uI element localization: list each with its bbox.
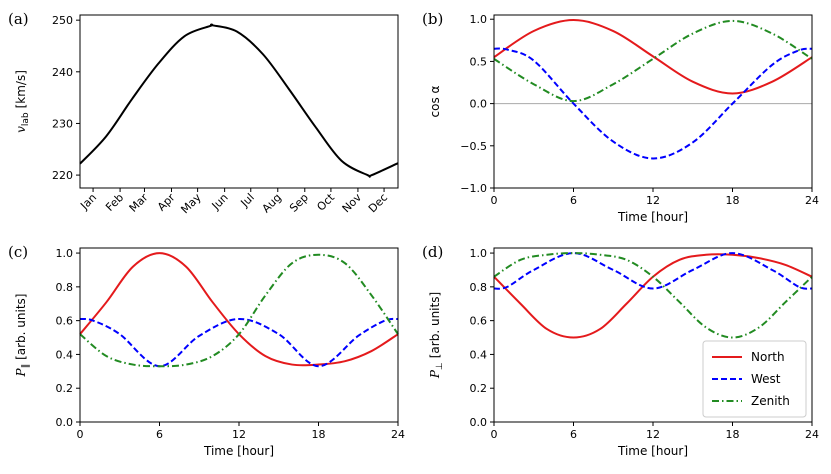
plot-frame [79, 14, 399, 189]
y-tick-label: 0.2 [470, 382, 488, 395]
y-axis-label: P∥ [arb. units] [14, 294, 31, 378]
y-tick-label: 0.0 [470, 416, 488, 429]
x-tick-label: May [178, 191, 204, 217]
west-series-line [493, 47, 813, 160]
y-tick-label: 240 [52, 66, 73, 79]
x-tick-label: Mar [127, 191, 151, 215]
panel-label: (b) [422, 10, 443, 28]
x-tick-label: Nov [340, 191, 365, 216]
x-tick-label: Jun [209, 191, 231, 213]
x-tick-label: 24 [805, 194, 819, 207]
y-tick-label: 0.0 [470, 98, 488, 111]
x-tick-label: 6 [570, 428, 577, 441]
x-axis-label: Time [hour] [203, 444, 274, 458]
y-label-unit: [km/s] [14, 70, 28, 108]
x-tick-label: 12 [232, 428, 246, 441]
y-tick-label: 0.6 [56, 315, 74, 328]
y-label-unit: [arb. units] [14, 294, 28, 360]
x-tick-label: 0 [491, 194, 498, 207]
y-tick-label: 1.0 [470, 247, 488, 260]
y-axis-label: vlab [km/s] [14, 70, 31, 133]
zenith-series-line [493, 19, 813, 103]
x-tick-label: Jul [238, 191, 257, 210]
x-axis-label: Time [hour] [617, 444, 688, 458]
x-tick-label: Apr [155, 191, 178, 214]
y-label-unit: [arb. units] [428, 292, 442, 358]
y-tick-label: 0.8 [470, 281, 488, 294]
panel-label: (a) [8, 10, 29, 28]
x-tick-label: 12 [646, 194, 660, 207]
panel-label: (c) [8, 243, 28, 261]
zenith-series-line [493, 252, 813, 339]
y-tick-label: 0.2 [56, 382, 74, 395]
west-series-line [493, 252, 813, 290]
y-tick-label: −1.0 [460, 182, 487, 195]
panel-label: (d) [422, 243, 443, 261]
y-label-subscript: ∥ [21, 364, 31, 369]
y-tick-label: 0.6 [470, 315, 488, 328]
panel-a: (a) 220 230 240 250 Jan Feb Mar Apr May Jun Jul Aug S… [8, 10, 399, 217]
legend: North West Zenith [702, 340, 807, 418]
x-tick-label: 18 [312, 428, 326, 441]
legend-frame [702, 340, 807, 418]
west-series-line [79, 317, 399, 368]
x-tick-label: Sep [287, 191, 311, 215]
legend-label-west: West [751, 372, 781, 386]
north-series-line [493, 253, 813, 339]
y-tick-label: 0.5 [470, 55, 488, 68]
x-tick-label: 0 [491, 428, 498, 441]
x-tick-label: Dec [366, 191, 390, 215]
y-label-symbol: P [428, 369, 442, 379]
north-series-line [493, 19, 813, 95]
x-tick-label: 12 [646, 428, 660, 441]
y-tick-label: 250 [52, 14, 73, 27]
x-tick-label: Aug [260, 191, 284, 215]
x-tick-label: Feb [103, 191, 126, 214]
y-tick-label: 0.8 [56, 281, 74, 294]
north-series-line [79, 252, 399, 367]
y-tick-label: 0.4 [56, 348, 74, 361]
x-tick-label: 6 [156, 428, 163, 441]
y-tick-label: −0.5 [460, 140, 487, 153]
main-series-line [79, 23, 399, 178]
panel-c: (c) 0.0 0.2 0.4 0.6 0.8 1.0 0 6 12 18 24 Time [hour]… [8, 243, 405, 458]
plot-frame [493, 14, 813, 189]
x-tick-label: 0 [77, 428, 84, 441]
y-tick-label: 220 [52, 169, 73, 182]
x-tick-label: Oct [314, 190, 337, 213]
x-tick-label: 18 [726, 194, 740, 207]
y-axis-label: P⊥ [arb. units] [428, 292, 445, 379]
x-axis-label: Time [hour] [617, 210, 688, 224]
x-tick-label: 24 [805, 428, 819, 441]
y-label-symbol: P [14, 367, 28, 377]
y-tick-label: 230 [52, 117, 73, 130]
legend-label-zenith: Zenith [751, 394, 790, 408]
legend-label-north: North [751, 350, 785, 364]
y-tick-label: 0.4 [470, 348, 488, 361]
y-tick-label: 0.0 [56, 416, 74, 429]
y-label-subscript: ⊥ [435, 362, 445, 370]
y-axis-label: cos α [428, 85, 442, 117]
x-tick-label: 6 [570, 194, 577, 207]
y-label-symbol: v [14, 126, 28, 133]
panel-b: (b) −1.0 −0.5 0.0 0.5 1.0 0 6 12 18 24 Time [hour] c… [422, 10, 819, 224]
x-tick-label: 18 [726, 428, 740, 441]
y-tick-label: 1.0 [470, 13, 488, 26]
zenith-series-line [79, 253, 399, 368]
x-tick-label: Jan [77, 191, 99, 213]
y-label-subscript: lab [21, 112, 31, 126]
y-tick-label: 1.0 [56, 247, 74, 260]
panel-d: (d) 0.0 0.2 0.4 0.6 0.8 1.0 0 6 12 18 24 Time [hour]… [422, 243, 819, 458]
x-tick-label: 24 [391, 428, 405, 441]
